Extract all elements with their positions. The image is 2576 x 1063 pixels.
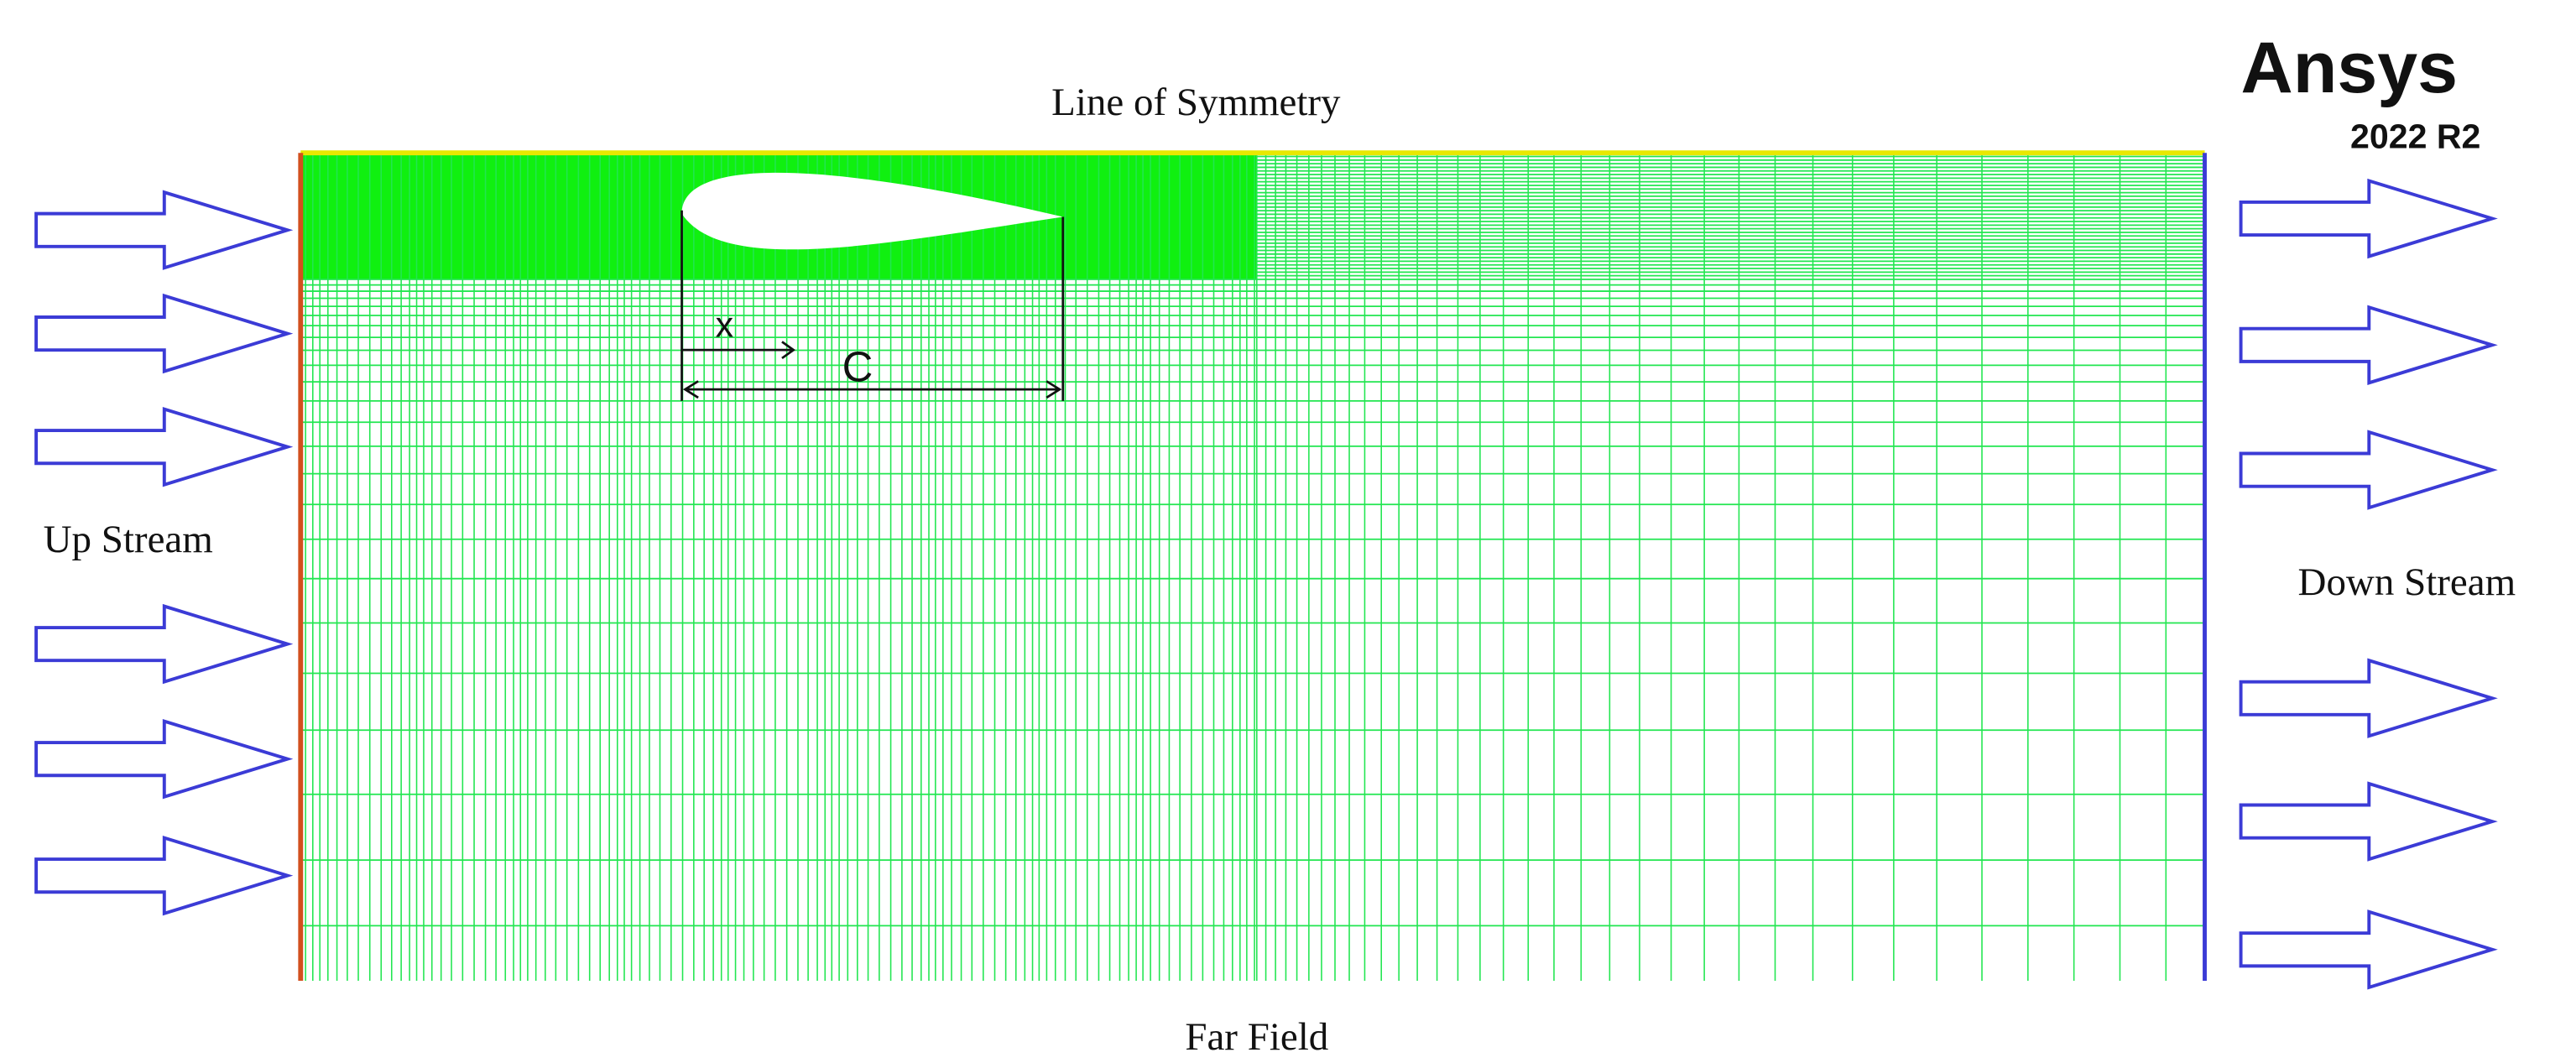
outlet-arrow [2239, 430, 2498, 510]
outlet-arrow [2239, 178, 2498, 259]
dimension-lines [681, 210, 1065, 401]
inlet-arrow [34, 406, 294, 487]
version: 2022 R2 [2350, 117, 2480, 155]
inlet-arrow [34, 190, 294, 270]
inlet-arrow [34, 603, 294, 685]
chord-label: C [842, 342, 873, 390]
airfoil [681, 172, 1063, 250]
position-label: x [716, 305, 734, 345]
inlet-arrow [34, 836, 294, 916]
outlet-arrow [2239, 909, 2498, 990]
top-label: Line of Symmetry [1051, 81, 1341, 124]
left-label: Up Stream [44, 518, 213, 561]
bottom-label: Far Field [1185, 1015, 1328, 1059]
outlet-arrow [2239, 658, 2498, 738]
mesh-vertical [305, 153, 2167, 981]
logo: Ansys [2241, 28, 2459, 108]
outlet-arrow [2239, 305, 2498, 385]
outlet-arrow [2239, 781, 2498, 862]
flow-arrows [34, 178, 2498, 990]
right-label: Down Stream [2298, 560, 2516, 604]
inlet-arrow [34, 718, 294, 800]
inlet-arrow [34, 293, 294, 374]
